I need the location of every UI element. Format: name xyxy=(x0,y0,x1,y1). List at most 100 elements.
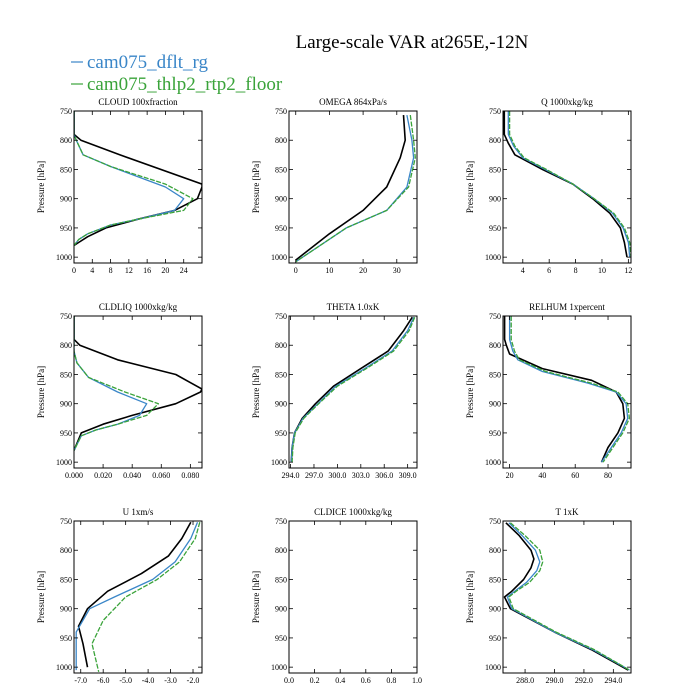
panel-3: Q 1000xkg/kg Pressure [hPa] 750 800 850 900 95… xyxy=(465,97,632,275)
series-line-black xyxy=(503,522,629,671)
y-tick-label: 1000 xyxy=(271,253,287,262)
y-tick-label: 950 xyxy=(489,224,501,233)
x-tick-label: 297.0 xyxy=(305,471,323,480)
y-tick-label: 750 xyxy=(275,312,287,321)
panel-1: CLOUD 100xfraction Pressure [hPa] 750 800 85… xyxy=(36,97,203,275)
x-tick-label: -4.0 xyxy=(142,676,155,685)
y-tick-label: 750 xyxy=(275,107,287,116)
plot-frame xyxy=(288,520,418,674)
y-tick-label: 750 xyxy=(60,107,72,116)
x-tick-label: 30 xyxy=(393,266,401,275)
x-tick-label: 12 xyxy=(624,266,632,275)
x-tick-label: 309.0 xyxy=(399,471,417,480)
x-tick-label: -6.0 xyxy=(97,676,110,685)
x-tick-label: 8 xyxy=(574,266,578,275)
series-line-dflt xyxy=(507,111,631,258)
panel-title: RELHUM 1xpercent xyxy=(529,302,605,312)
y-tick-label: 800 xyxy=(60,546,72,555)
y-tick-label: 950 xyxy=(275,634,287,643)
y-tick-label: 1000 xyxy=(485,253,501,262)
x-tick-label: 0.2 xyxy=(310,676,320,685)
series-group xyxy=(503,111,631,258)
x-tick-label: 0 xyxy=(294,266,298,275)
series-group xyxy=(74,111,202,247)
y-tick-label: 1000 xyxy=(485,663,501,672)
series-line-floor xyxy=(510,316,631,463)
series-line-black xyxy=(74,316,202,451)
y-tick-label: 800 xyxy=(275,341,287,350)
series-line-dflt xyxy=(290,316,415,463)
figure-title: Large-scale VAR at265E,-12N xyxy=(296,32,529,53)
x-tick-label: 10 xyxy=(598,266,606,275)
x-tick-label: 12 xyxy=(125,266,133,275)
x-tick-label: 0.060 xyxy=(152,471,170,480)
panel-6: RELHUM 1xpercent Pressure [hPa] 750 800 850 9… xyxy=(465,302,632,480)
series-group xyxy=(503,522,630,671)
series-line-black xyxy=(503,316,626,463)
x-tick-label: 20 xyxy=(161,266,169,275)
series-line-black xyxy=(503,111,628,258)
panel-9: T 1xK Pressure [hPa] 750 800 850 900 950 1000 28… xyxy=(465,507,632,685)
x-tick-label: 0.6 xyxy=(361,676,371,685)
y-tick-label: 950 xyxy=(60,634,72,643)
y-tick-label: 900 xyxy=(489,195,501,204)
series-group xyxy=(503,316,631,463)
plot-frame xyxy=(73,110,203,264)
y-tick-label: 750 xyxy=(60,312,72,321)
y-tick-label: 850 xyxy=(60,575,72,584)
x-tick-label: 16 xyxy=(143,266,151,275)
y-tick-label: 750 xyxy=(275,517,287,526)
y-axis-label: Pressure [hPa] xyxy=(251,571,261,623)
x-tick-label: 10 xyxy=(325,266,333,275)
panel-8: CLDICE 1000xkg/kg Pressure [hPa] 750 800 850… xyxy=(251,507,422,685)
series-line-dflt xyxy=(508,316,629,463)
x-tick-label: 1.0 xyxy=(412,676,422,685)
panel-2: OMEGA 864xPa/s Pressure [hPa] 750 800 850 900… xyxy=(251,97,418,275)
x-tick-label: -2.0 xyxy=(187,676,200,685)
y-tick-label: 900 xyxy=(60,195,72,204)
y-tick-label: 950 xyxy=(489,429,501,438)
y-tick-label: 900 xyxy=(489,400,501,409)
plot-frame xyxy=(502,315,632,469)
y-tick-label: 850 xyxy=(60,370,72,379)
x-tick-label: 0.040 xyxy=(123,471,141,480)
y-tick-label: 850 xyxy=(275,575,287,584)
series-line-dflt xyxy=(74,316,148,451)
x-tick-label: -5.0 xyxy=(119,676,132,685)
y-tick-label: 900 xyxy=(275,400,287,409)
series-line-floor xyxy=(74,111,194,246)
legend-label-dflt: cam075_dflt_rg xyxy=(87,52,209,73)
y-axis-label: Pressure [hPa] xyxy=(36,161,46,213)
x-tick-label: 288.0 xyxy=(516,676,534,685)
series-group xyxy=(295,114,416,263)
series-line-floor xyxy=(295,115,416,263)
y-tick-label: 1000 xyxy=(485,458,501,467)
x-tick-label: 4 xyxy=(90,266,94,275)
plot-frame xyxy=(73,315,203,469)
x-tick-label: 303.0 xyxy=(352,471,370,480)
y-tick-label: 950 xyxy=(489,634,501,643)
y-tick-label: 1000 xyxy=(271,663,287,672)
series-line-floor xyxy=(91,522,201,672)
panel-title: U 1xm/s xyxy=(123,507,154,517)
panel-title: T 1xK xyxy=(555,507,579,517)
panel-4: CLDLIQ 1000xkg/kg Pressure [hPa] 750 800 850… xyxy=(36,302,203,480)
series-group xyxy=(290,316,416,463)
y-tick-label: 850 xyxy=(489,370,501,379)
panel-5: THETA 1.0xK Pressure [hPa] 750 800 850 900 950… xyxy=(251,302,418,480)
panel-title: Q 1000xkg/kg xyxy=(541,97,593,107)
x-tick-label: 294.0 xyxy=(604,676,622,685)
y-tick-label: 900 xyxy=(275,605,287,614)
y-tick-label: 900 xyxy=(60,605,72,614)
y-axis-label: Pressure [hPa] xyxy=(36,366,46,418)
y-axis-label: Pressure [hPa] xyxy=(465,161,475,213)
y-tick-label: 750 xyxy=(489,107,501,116)
series-group xyxy=(75,521,201,672)
y-tick-label: 800 xyxy=(60,341,72,350)
series-line-dflt xyxy=(75,521,199,671)
y-axis-label: Pressure [hPa] xyxy=(465,366,475,418)
panel-title: OMEGA 864xPa/s xyxy=(319,97,387,107)
y-tick-label: 800 xyxy=(489,136,501,145)
series-line-black xyxy=(74,111,202,247)
